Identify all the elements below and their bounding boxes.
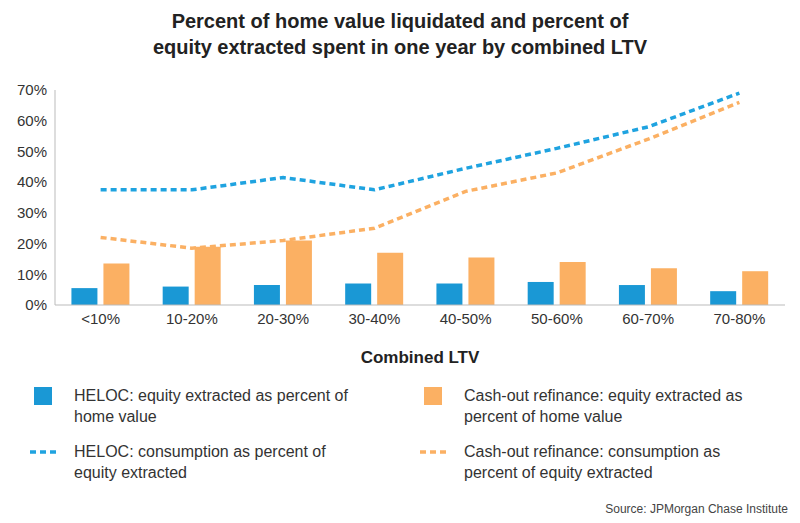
html-text:HELOC: consumption as percent: HELOC: consumption as percent of equity … (74, 443, 326, 481)
svg-text:30%: 30% (17, 204, 47, 221)
svg-text:30-40%: 30-40% (349, 310, 401, 327)
html-text:Cash-out refinance: equity ext: Cash-out refinance: equity extracted as … (464, 387, 743, 425)
html-text:Percent of home value liquidat: Percent of home value liquidated and per… (152, 10, 648, 58)
svg-text:70-80%: 70-80% (714, 310, 766, 327)
svg-text:20-30%: 20-30% (257, 310, 309, 327)
html-text:HELOC: equity extracted as per: HELOC: equity extracted as percent of ho… (74, 387, 348, 425)
svg-text:70%: 70% (17, 81, 47, 98)
svg-text:<10%: <10% (81, 310, 120, 327)
svg-text:10%: 10% (17, 266, 47, 283)
svg-text:60-70%: 60-70% (622, 310, 674, 327)
svg-text:Combined LTV: Combined LTV (361, 348, 480, 367)
html-text:Cash-out refinance: consumptio: Cash-out refinance: consumption as perce… (464, 443, 721, 481)
svg-text:40%: 40% (17, 173, 47, 190)
svg-text:10-20%: 10-20% (166, 310, 218, 327)
svg-text:60%: 60% (17, 112, 47, 129)
html-text:Source: JPMorgan Chase Institu: Source: JPMorgan Chase Institute (605, 502, 788, 516)
svg-text:20%: 20% (17, 235, 47, 252)
svg-text:50-60%: 50-60% (531, 310, 583, 327)
svg-text:50%: 50% (17, 143, 47, 160)
svg-text:40-50%: 40-50% (440, 310, 492, 327)
svg-text:0%: 0% (25, 296, 47, 313)
